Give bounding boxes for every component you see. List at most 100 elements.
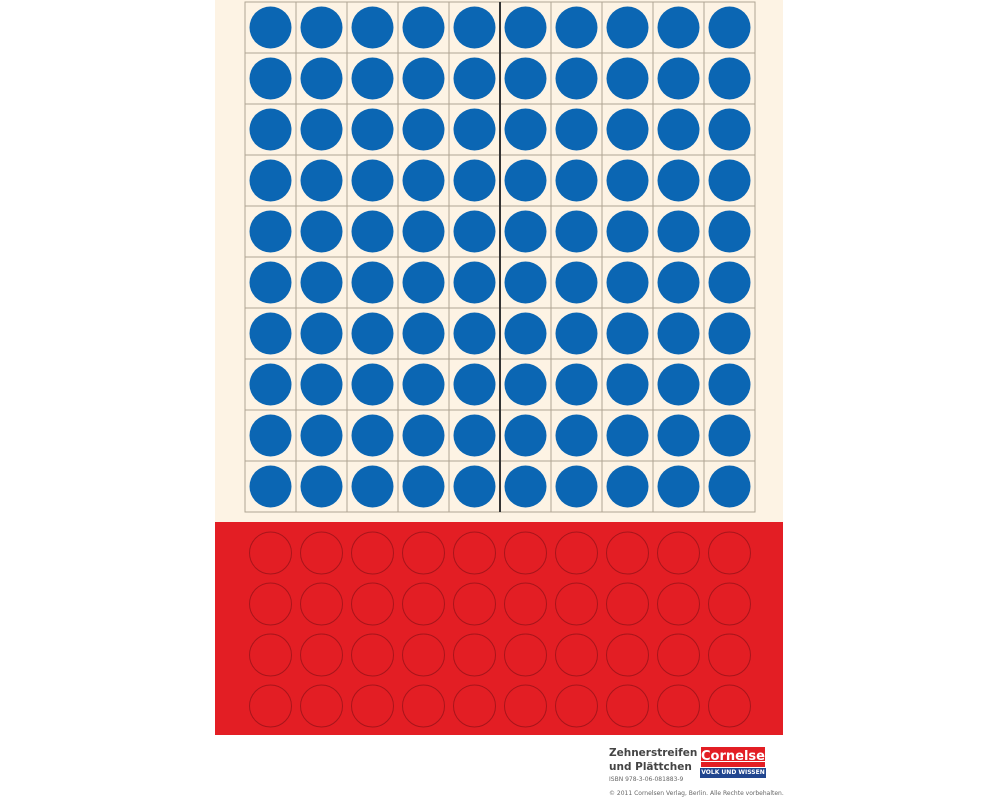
blue-counter (351, 210, 394, 253)
copyright: © 2011 Cornelsen Verlag, Berlin. Alle Re… (609, 790, 784, 797)
red-counter-outline (555, 633, 598, 677)
blue-counter (555, 210, 598, 253)
blue-counter (657, 363, 700, 406)
blue-counter (708, 210, 751, 253)
blue-counter (249, 57, 292, 100)
blue-counter (453, 363, 496, 406)
blue-counter (351, 414, 394, 457)
red-counter-outline (453, 684, 496, 728)
red-counter-outline (657, 633, 700, 677)
blue-counter (351, 108, 394, 151)
red-counter-outline (504, 582, 547, 626)
blue-counter (249, 414, 292, 457)
blue-counter (300, 57, 343, 100)
blue-counter (402, 465, 445, 508)
blue-counter (504, 465, 547, 508)
blue-counter (657, 312, 700, 355)
blue-counter (555, 414, 598, 457)
red-counter-outline (249, 684, 292, 728)
blue-counter (657, 108, 700, 151)
red-counter-outline (402, 582, 445, 626)
blue-counter (402, 261, 445, 304)
isbn: ISBN 978-3-06-081883-9 (609, 776, 684, 783)
blue-counter (504, 6, 547, 49)
red-counter-outline (453, 633, 496, 677)
red-counter-outline (300, 582, 343, 626)
blue-counter (300, 312, 343, 355)
blue-counter (504, 108, 547, 151)
blue-counter (708, 414, 751, 457)
blue-counter (351, 312, 394, 355)
blue-counter (300, 261, 343, 304)
blue-counter (351, 465, 394, 508)
blue-counter (504, 261, 547, 304)
blue-counter (402, 108, 445, 151)
blue-counter (249, 312, 292, 355)
blue-counter (708, 363, 751, 406)
blue-counter (453, 210, 496, 253)
blue-counter (504, 159, 547, 202)
blue-counter (402, 57, 445, 100)
blue-counter (606, 210, 649, 253)
red-counter-outline (708, 582, 751, 626)
red-counter-outline (555, 531, 598, 575)
blue-counter (300, 6, 343, 49)
blue-counter (402, 210, 445, 253)
title-line-1: Zehnerstreifen (609, 747, 698, 759)
blue-counter (708, 6, 751, 49)
red-counter-outline (351, 684, 394, 728)
red-counter-outline (606, 633, 649, 677)
blue-counter (555, 108, 598, 151)
blue-counter (249, 210, 292, 253)
red-counter-outline (657, 684, 700, 728)
blue-counter (555, 363, 598, 406)
blue-counter (249, 363, 292, 406)
blue-counter (606, 363, 649, 406)
blue-counter (504, 312, 547, 355)
blue-counter (453, 159, 496, 202)
red-counter-outline (606, 531, 649, 575)
blue-counter (708, 57, 751, 100)
blue-counter (657, 210, 700, 253)
red-counter-outline (300, 684, 343, 728)
blue-counter (657, 465, 700, 508)
red-counter-outline (606, 582, 649, 626)
blue-counter (351, 6, 394, 49)
blue-counter (351, 261, 394, 304)
blue-counter (606, 414, 649, 457)
red-counter-outline (504, 684, 547, 728)
blue-counter (657, 6, 700, 49)
blue-counter (504, 57, 547, 100)
blue-counter (453, 465, 496, 508)
red-counter-outline (555, 684, 598, 728)
blue-counter (504, 210, 547, 253)
blue-counter (555, 159, 598, 202)
blue-counter (453, 312, 496, 355)
red-counter-outline (300, 633, 343, 677)
blue-counter (402, 6, 445, 49)
red-counter-outline (657, 582, 700, 626)
blue-counter (555, 57, 598, 100)
blue-counter (453, 6, 496, 49)
blue-counter (504, 414, 547, 457)
red-counter-outline (249, 531, 292, 575)
blue-counter (708, 312, 751, 355)
red-counter-outline (249, 633, 292, 677)
blue-counter (708, 261, 751, 304)
blue-counter (606, 312, 649, 355)
blue-counter (708, 159, 751, 202)
blue-counter (657, 261, 700, 304)
red-counter-panel (215, 522, 783, 735)
red-counter-outline (300, 531, 343, 575)
red-counter-outline (249, 582, 292, 626)
red-counter-outline (708, 684, 751, 728)
blue-counter (249, 465, 292, 508)
blue-counter (402, 363, 445, 406)
red-counter-outline (402, 531, 445, 575)
blue-counter (249, 108, 292, 151)
blue-counter (351, 57, 394, 100)
blue-counter (555, 465, 598, 508)
blue-counter (453, 414, 496, 457)
publisher-logo: Cornelsen VOLK UND WISSEN (700, 746, 774, 778)
